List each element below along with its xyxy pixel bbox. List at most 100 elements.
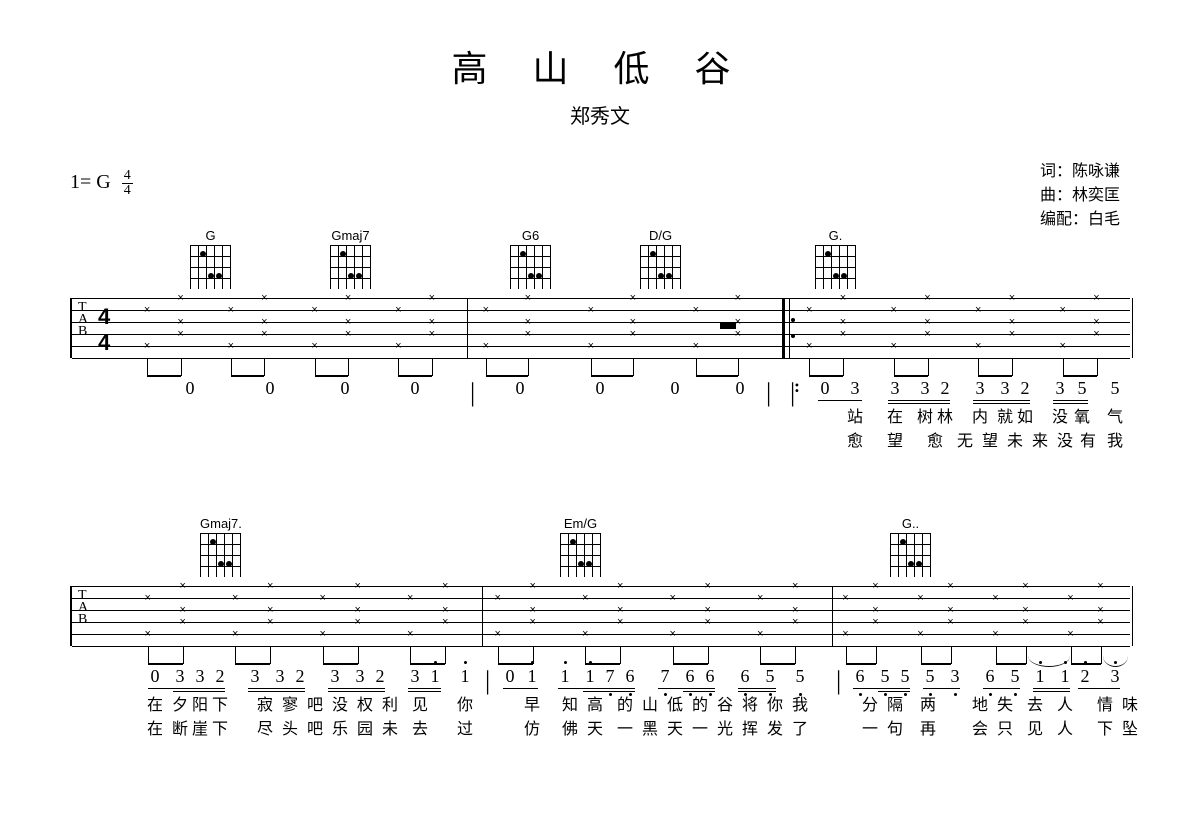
tab-note: ×: [495, 628, 501, 640]
lyric: 早: [524, 696, 540, 715]
tab-note: ×: [261, 316, 267, 328]
tab-note: ×: [525, 292, 531, 304]
lyric: 两: [920, 696, 936, 715]
lyricist: 陈咏谦: [1072, 163, 1120, 180]
lyric: 情: [1097, 696, 1113, 715]
lyric: 未: [1007, 432, 1023, 451]
jianpu-note: 7: [606, 666, 615, 687]
lyric: 分: [862, 696, 878, 715]
jianpu-note: 5: [796, 666, 805, 687]
lyric: 断: [172, 720, 188, 739]
tab-note: ×: [530, 580, 536, 592]
jianpu-note: 3: [411, 666, 420, 687]
tab-note: ×: [806, 304, 812, 316]
lyric: 我: [792, 696, 808, 715]
jianpu-note: 3: [176, 666, 185, 687]
jianpu-note: 3: [356, 666, 365, 687]
jianpu-note: 0: [341, 378, 350, 399]
lyric: 夕: [172, 696, 188, 715]
lyric: 站: [847, 408, 863, 427]
jianpu-barline: |: [470, 378, 475, 408]
tab-ts-den: 4: [98, 330, 110, 356]
tab-note: ×: [1097, 616, 1103, 628]
lyric: 你: [457, 696, 473, 715]
lyric: 佛: [562, 720, 578, 739]
tab-note: ×: [1009, 328, 1015, 340]
tab-note: ×: [1097, 580, 1103, 592]
tab-note: ×: [670, 628, 676, 640]
tab-note: ×: [1093, 292, 1099, 304]
chord-name: Em/G: [560, 516, 601, 531]
rest: [720, 323, 736, 329]
lyric: 有: [1080, 432, 1096, 451]
jianpu-note: 3: [1001, 378, 1010, 399]
chord-diagram: [640, 245, 681, 289]
tab-note: ×: [311, 304, 317, 316]
chord-diagram: [190, 245, 231, 289]
jianpu-note: 6: [741, 666, 750, 687]
lyric: 再: [920, 720, 936, 739]
tab-note: ×: [232, 592, 238, 604]
jianpu-note: 3: [276, 666, 285, 687]
lyric: 见: [1027, 720, 1043, 739]
jianpu-note: 6: [626, 666, 635, 687]
lyric: 山: [642, 696, 658, 715]
jianpu-note: 5: [926, 666, 935, 687]
tab-note: ×: [1093, 328, 1099, 340]
jianpu-note: 1: [1036, 666, 1045, 687]
tab-note: ×: [947, 616, 953, 628]
lyric: 知: [562, 696, 578, 715]
chord-diagram: [815, 245, 856, 289]
tab-note: ×: [872, 616, 878, 628]
tab-note: ×: [947, 604, 953, 616]
chord-diagram: [200, 533, 241, 577]
key-signature: 1= G 44: [70, 169, 1130, 198]
barline: [482, 586, 483, 646]
jianpu-barline: |: [836, 666, 841, 696]
jianpu-note: 2: [1021, 378, 1030, 399]
tab-note: ×: [429, 328, 435, 340]
tab-note: ×: [177, 292, 183, 304]
jianpu-note: 0: [821, 378, 830, 399]
tab-note: ×: [530, 616, 536, 628]
lyric: 仿: [524, 720, 540, 739]
tab-note: ×: [840, 292, 846, 304]
tab-note: ×: [145, 592, 151, 604]
tab-note: ×: [1009, 292, 1015, 304]
jianpu-note: 5: [901, 666, 910, 687]
jianpu-note: 0: [516, 378, 525, 399]
lyric: 吧: [307, 696, 323, 715]
jianpu-barline: |: [766, 378, 771, 408]
lyric: 吧: [307, 720, 323, 739]
tab-note: ×: [890, 340, 896, 352]
tab-note: ×: [483, 304, 489, 316]
jianpu-note: 2: [296, 666, 305, 687]
lyric: 失: [997, 696, 1013, 715]
system-1: GGmaj7G6D/GG. TAB 4 4 ××××××××××××××××××…: [70, 228, 1130, 456]
jianpu-note: 1: [561, 666, 570, 687]
lyric: 黑: [642, 720, 658, 739]
jianpu-note: 6: [986, 666, 995, 687]
tab-note: ×: [792, 604, 798, 616]
jianpu-note: 2: [941, 378, 950, 399]
lyric: 坠: [1122, 720, 1138, 739]
lyric: 如: [1017, 408, 1033, 427]
tab-note: ×: [975, 340, 981, 352]
tab-note: ×: [144, 340, 150, 352]
lyric: 发: [767, 720, 783, 739]
lyric: 将: [742, 696, 758, 715]
lyric: 愈: [927, 432, 943, 451]
jianpu-note: 5: [881, 666, 890, 687]
tab-note: ×: [1022, 616, 1028, 628]
music-label: 曲：: [1040, 187, 1072, 204]
tab-note: ×: [890, 304, 896, 316]
lyric: 一: [617, 720, 633, 739]
jianpu-note: 2: [1081, 666, 1090, 687]
lyric: 挥: [742, 720, 758, 739]
tab-note: ×: [177, 316, 183, 328]
lyric: 去: [412, 720, 428, 739]
repeat-start: [782, 298, 793, 358]
lyric: 尽: [257, 720, 273, 739]
chord-name: D/G: [640, 228, 681, 243]
tab-note: ×: [617, 580, 623, 592]
